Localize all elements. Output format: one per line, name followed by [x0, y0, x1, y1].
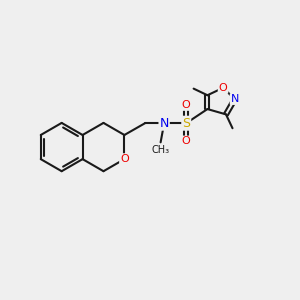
Text: O: O [120, 154, 129, 164]
Text: S: S [182, 117, 190, 130]
Text: O: O [182, 100, 190, 110]
Text: O: O [182, 136, 190, 146]
Text: CH₃: CH₃ [152, 145, 170, 155]
Text: N: N [231, 94, 239, 104]
Text: N: N [160, 117, 169, 130]
Text: O: O [219, 83, 227, 93]
